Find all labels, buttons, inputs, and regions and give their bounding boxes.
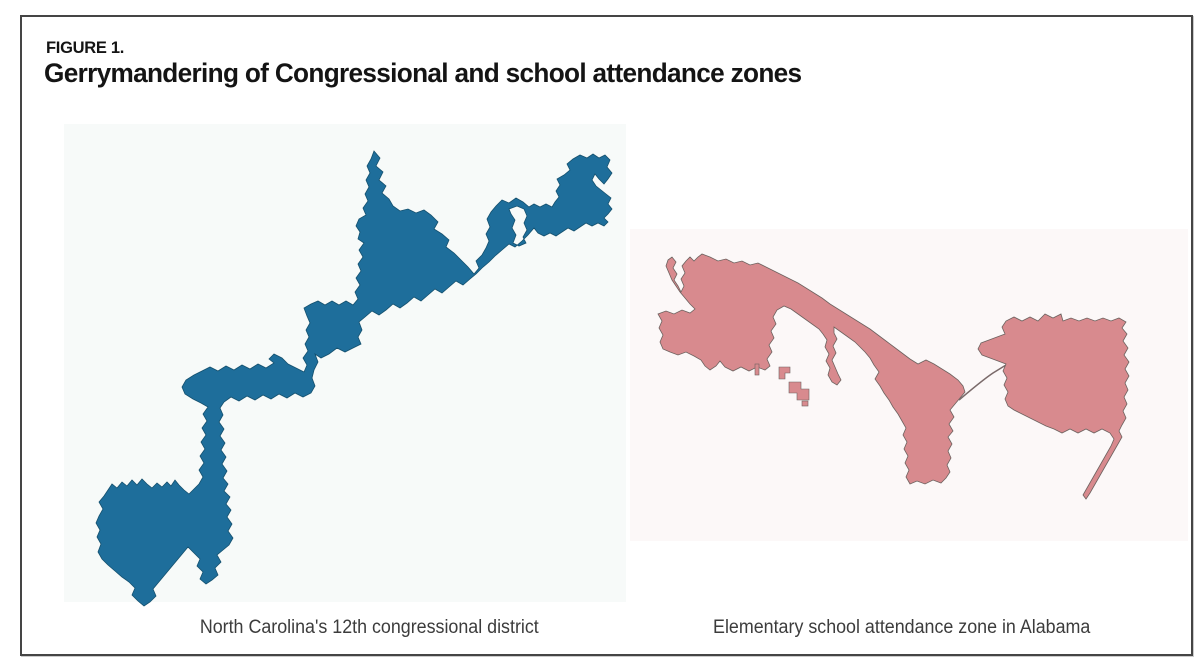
alabama-zone-shape-west <box>657 253 966 485</box>
nc-district-shape <box>95 150 613 607</box>
figure-title: Gerrymandering of Congressional and scho… <box>44 58 802 88</box>
caption-alabama-zone-text: Elementary school attendance zone in Ala… <box>713 617 1091 638</box>
alabama-zone-connector <box>958 364 1007 401</box>
figure-label: FIGURE 1. <box>46 38 125 57</box>
caption-nc-district: North Carolina's 12th congressional dist… <box>149 615 589 641</box>
figure-border-box: FIGURE 1. Gerrymandering of Congressiona… <box>20 15 1193 656</box>
alabama-zone-fragments <box>754 363 810 407</box>
caption-alabama-zone: Elementary school attendance zone in Ala… <box>662 615 1142 641</box>
alabama-zone-shape-east <box>977 313 1130 500</box>
caption-nc-district-text: North Carolina's 12th congressional dist… <box>199 617 539 638</box>
maps-canvas <box>95 150 1130 607</box>
